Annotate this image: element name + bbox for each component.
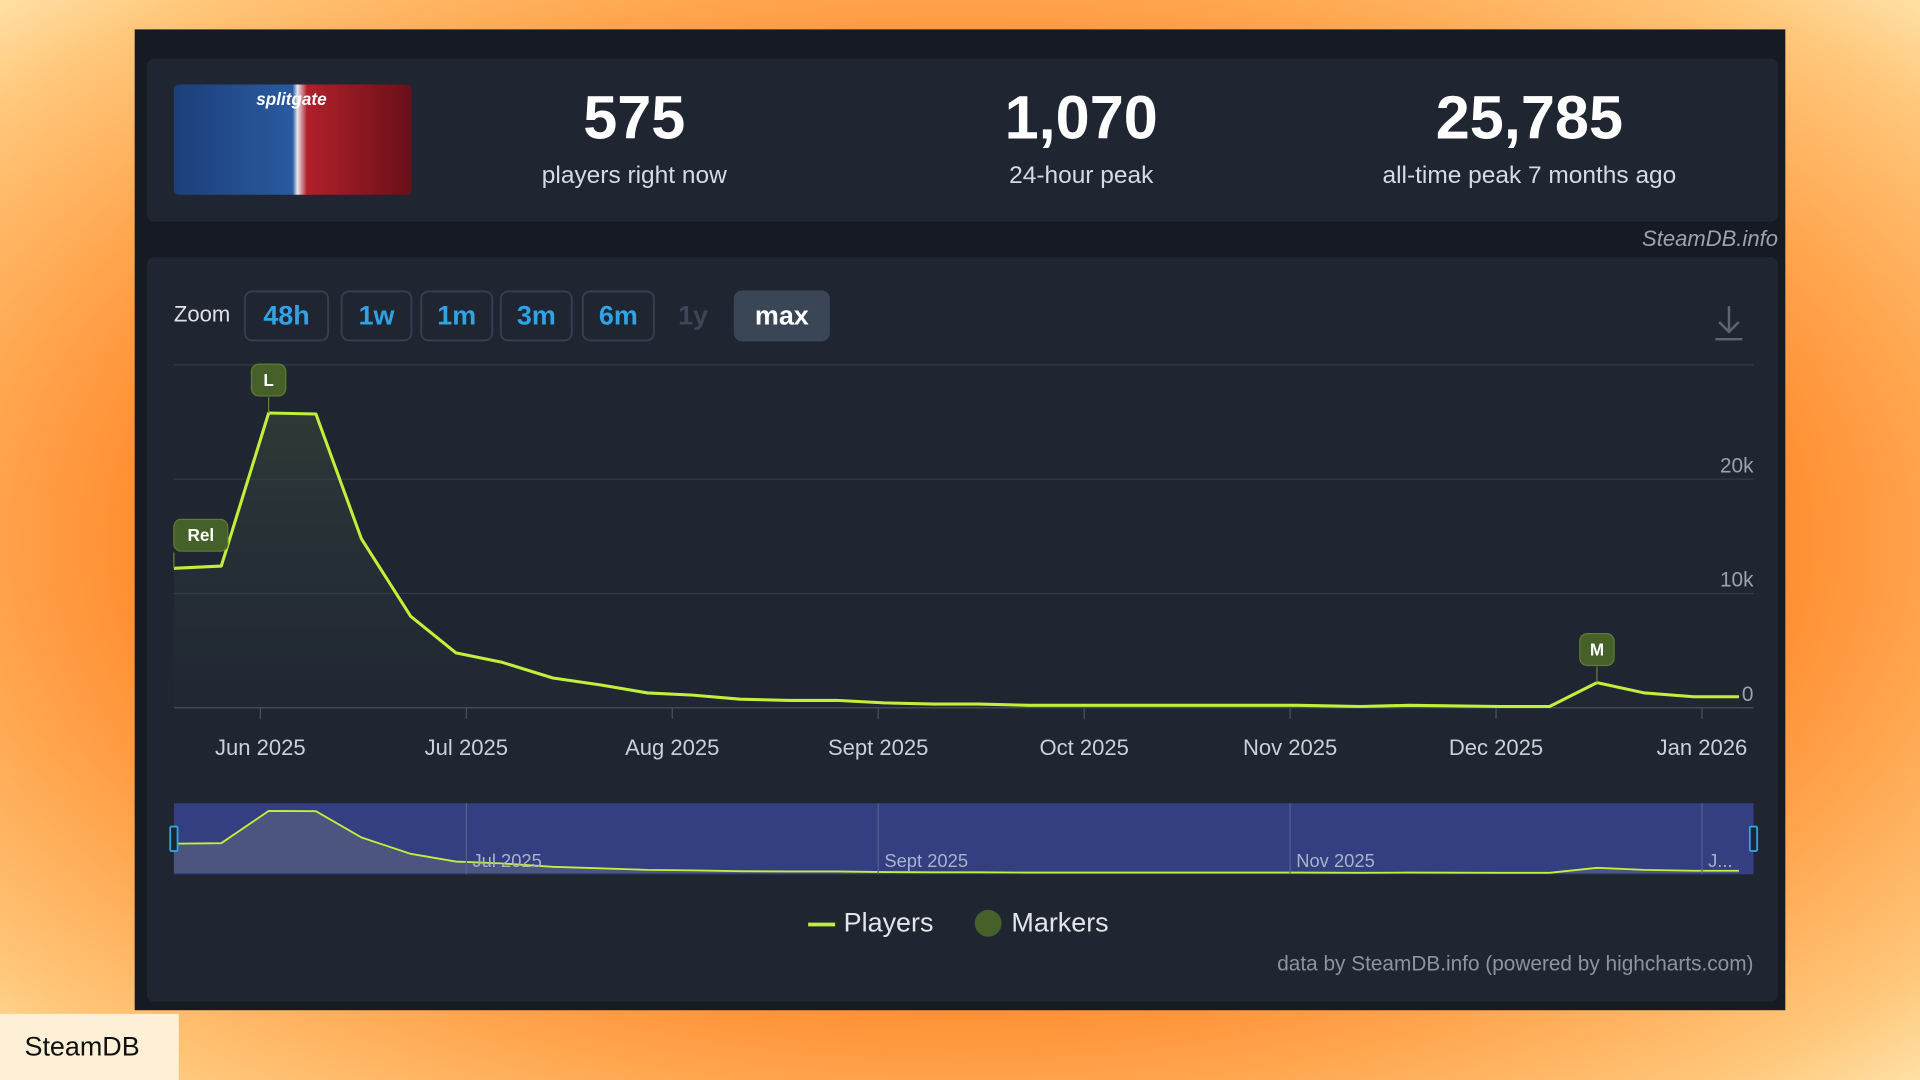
zoom-button-label[interactable]: 6m — [599, 300, 638, 330]
zoom-button[interactable] — [581, 290, 655, 342]
credit[interactable]: data by SteamDB.info (powered by highcha… — [1277, 952, 1753, 975]
x-tick-label: Aug 2025 — [625, 735, 719, 760]
navigator-label: Jul 2025 — [472, 850, 541, 871]
legend-label[interactable]: Players — [844, 908, 934, 938]
game-logo-text: splitgate — [256, 89, 327, 109]
navigator-line — [173, 810, 1740, 874]
navigator-label: J... — [1708, 850, 1732, 871]
marker-label: L — [263, 370, 273, 390]
brand-box — [0, 1013, 179, 1080]
x-tick-label: Sept 2025 — [828, 735, 928, 760]
x-tick-label: Nov 2025 — [1243, 735, 1337, 760]
marker-label: M — [1590, 639, 1604, 659]
zoom-label: Zoom — [174, 302, 230, 327]
game-image[interactable] — [173, 84, 412, 195]
icon-part — [1718, 321, 1740, 334]
zoom-button-label[interactable]: 3m — [517, 300, 556, 330]
zoom-buttons: 48h 1w 1m 3m 6m 1y max — [243, 290, 830, 342]
stat-label: players right now — [542, 162, 727, 189]
x-tick-label: Jun 2025 — [215, 735, 306, 760]
stats-card — [146, 58, 1778, 222]
marker-badge[interactable] — [173, 518, 229, 552]
x-tick-label: Jul 2025 — [425, 735, 508, 760]
navigator-label: Sept 2025 — [884, 850, 968, 871]
legend-swatch — [974, 909, 1002, 937]
line — [173, 411, 1740, 709]
y-tick-label: 0 — [1742, 683, 1754, 706]
navigator-area — [173, 810, 1740, 874]
stat-label: 24-hour peak — [1009, 162, 1154, 189]
download-icon[interactable] — [1715, 306, 1743, 341]
navigator-handle[interactable] — [169, 825, 179, 852]
y-tick-label: 20k — [1720, 454, 1754, 477]
marker-label: Rel — [187, 525, 214, 545]
navigator-label: Nov 2025 — [1296, 850, 1375, 871]
navigator[interactable] — [173, 803, 1754, 875]
x-tick-label: Dec 2025 — [1449, 735, 1543, 760]
stat-label: all-time peak 7 months ago — [1382, 162, 1676, 189]
legend-label[interactable]: Markers — [1011, 908, 1108, 938]
zoom-button[interactable] — [243, 290, 330, 342]
marker-badge[interactable] — [250, 363, 287, 397]
zoom-button-label[interactable]: 48h — [263, 300, 309, 330]
zoom-button-label[interactable]: max — [755, 300, 809, 330]
zoom-button[interactable] — [420, 290, 494, 342]
zoom-button-label: 1y — [678, 300, 708, 330]
stat-value: 1,070 — [1005, 84, 1158, 152]
stat-value: 575 — [583, 84, 685, 152]
source-link[interactable]: SteamDB.info — [1642, 226, 1778, 251]
x-tick-label: Oct 2025 — [1039, 735, 1128, 760]
x-tick-label: Jan 2026 — [1657, 735, 1748, 760]
area — [173, 413, 1740, 708]
zoom-button-label[interactable]: 1m — [437, 300, 476, 330]
zoom-button-label[interactable]: 1w — [359, 300, 395, 330]
plot: 0 10k 20k Jun 2025 Jul 2025 Aug 2025 Sept 2025… — [169, 363, 1759, 938]
zoom-button[interactable] — [340, 290, 413, 342]
navigator-handle[interactable] — [1748, 825, 1759, 852]
zoom-button[interactable] — [733, 290, 830, 342]
brand: SteamDB — [24, 1031, 139, 1061]
stat-value: 25,785 — [1436, 84, 1623, 152]
y-tick-label: 10k — [1720, 569, 1754, 592]
marker-badge[interactable] — [1579, 633, 1615, 667]
zoom-button[interactable] — [499, 290, 573, 342]
